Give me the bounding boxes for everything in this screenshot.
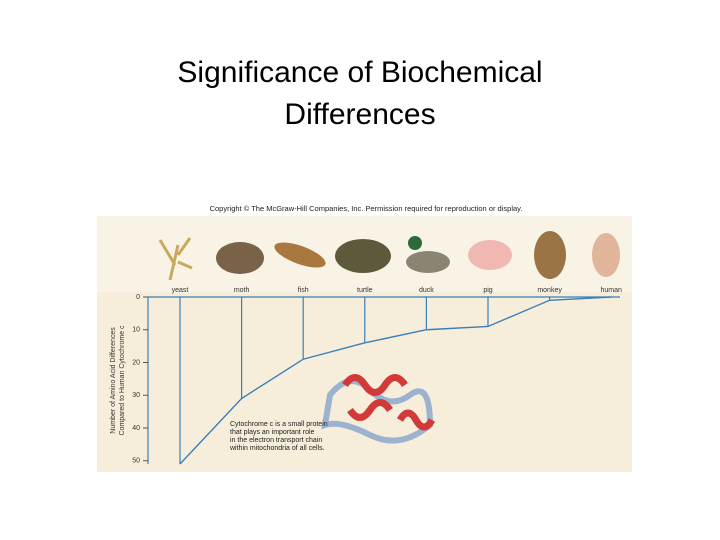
slide-title: Significance of Biochemical Differences <box>177 56 543 131</box>
y-tick-label: 0 <box>136 294 140 301</box>
annotation: Cytochrome c is a small protein <box>230 421 328 428</box>
protein-illustration <box>321 374 436 444</box>
x-tick-label: yeast <box>172 287 189 294</box>
x-tick-label: pig <box>483 287 492 294</box>
x-tick-label: human <box>600 287 622 294</box>
line <box>179 296 612 465</box>
x-tick-label: turtle <box>357 287 373 294</box>
x-tick-label: monkey <box>537 287 562 294</box>
copyright: Copyright © The McGraw-Hill Companies, I… <box>210 204 523 213</box>
annotation: in the electron transport chain <box>230 437 322 444</box>
y-tick-label: 40 <box>132 425 140 432</box>
y-tick-label: 20 <box>132 359 140 366</box>
animal-icons <box>158 231 620 281</box>
x-tick-label: fish <box>298 287 309 294</box>
x-tick-label: duck <box>419 287 434 294</box>
y-tick-label: 10 <box>132 327 140 334</box>
y-axis-label: Compared to Human Cytochrome c <box>119 325 126 436</box>
annotation: that plays an important role <box>230 429 315 436</box>
y-tick-label: 30 <box>132 392 140 399</box>
y-tick-label: 50 <box>132 458 140 465</box>
annotation: within mitochondria of all cells. <box>229 445 325 452</box>
x-tick-label: moth <box>234 287 250 294</box>
y-axis-label: Number of Amino Acid Differences <box>110 327 117 434</box>
